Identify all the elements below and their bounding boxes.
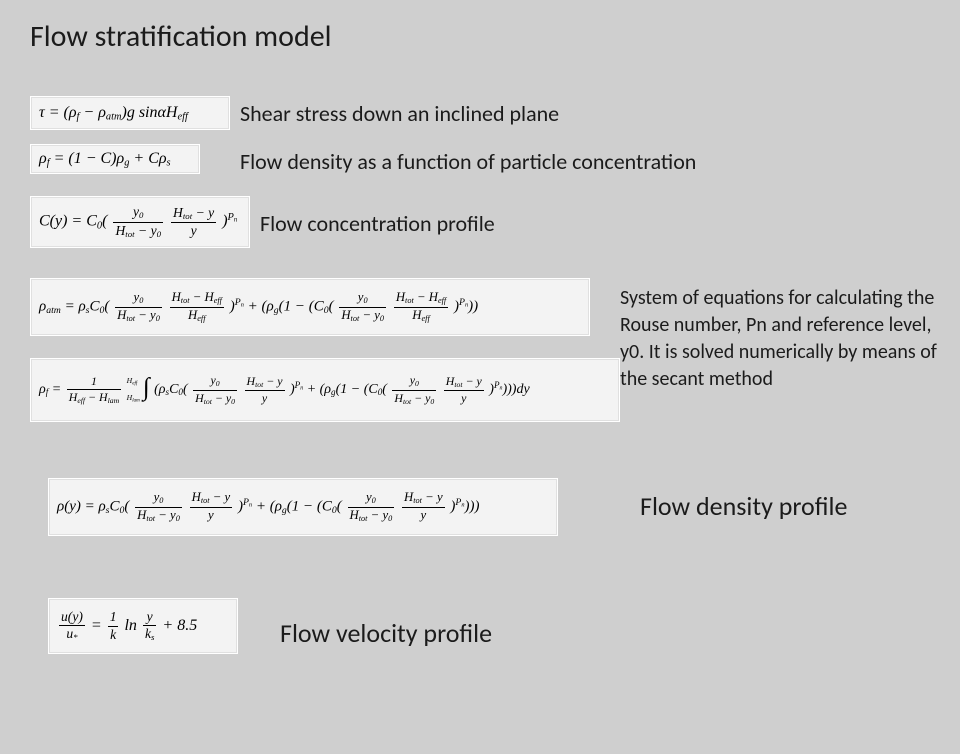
eq-rhoy-content: ρ(y) = ρsC0( y0Htot − y0 Htot − yy )Pn +…: [57, 491, 480, 524]
shear-desc: Shear stress down an inclined plane: [240, 100, 559, 127]
density-profile-desc: Flow density profile: [640, 490, 847, 522]
system-note: System of equations for calculating the …: [620, 285, 940, 393]
eq-rhoatm: ρatm = ρsC0( y0Htot − y0 Htot − HeffHeff…: [30, 278, 590, 336]
conc-profile-desc: Flow concentration profile: [260, 210, 495, 237]
eq-tau-content: τ = (ρf − ρatm)g sinαHeff: [39, 104, 188, 123]
eq-rhof-content: ρf = (1 − C)ρg + Cρs: [39, 150, 171, 169]
page-title: Flow stratification model: [30, 18, 332, 55]
eq-rhof: ρf = (1 − C)ρg + Cρs: [30, 144, 200, 174]
eq-uy-content: u(y)u* = 1k ln yks + 8.5: [57, 610, 197, 643]
eq-Cy: C(y) = C0( y0Htot − y0 Htot − yy )Pn: [30, 196, 250, 248]
eq-rhof-integral-content: ρf = 1Heff − Hlam Heff Hlam∫ (ρsC0( y0Ht…: [39, 374, 530, 405]
eq-rhoy: ρ(y) = ρsC0( y0Htot − y0 Htot − yy )Pn +…: [48, 478, 558, 536]
eq-uy: u(y)u* = 1k ln yks + 8.5: [48, 598, 238, 654]
density-f-desc: Flow density as a function of particle c…: [240, 148, 696, 175]
eq-Cy-content: C(y) = C0( y0Htot − y0 Htot − yy )Pn: [39, 205, 237, 239]
eq-rhoatm-content: ρatm = ρsC0( y0Htot − y0 Htot − HeffHeff…: [39, 291, 478, 324]
velocity-profile-desc: Flow velocity profile: [280, 617, 492, 649]
eq-rhof-integral: ρf = 1Heff − Hlam Heff Hlam∫ (ρsC0( y0Ht…: [30, 358, 620, 422]
eq-tau: τ = (ρf − ρatm)g sinαHeff: [30, 96, 230, 130]
